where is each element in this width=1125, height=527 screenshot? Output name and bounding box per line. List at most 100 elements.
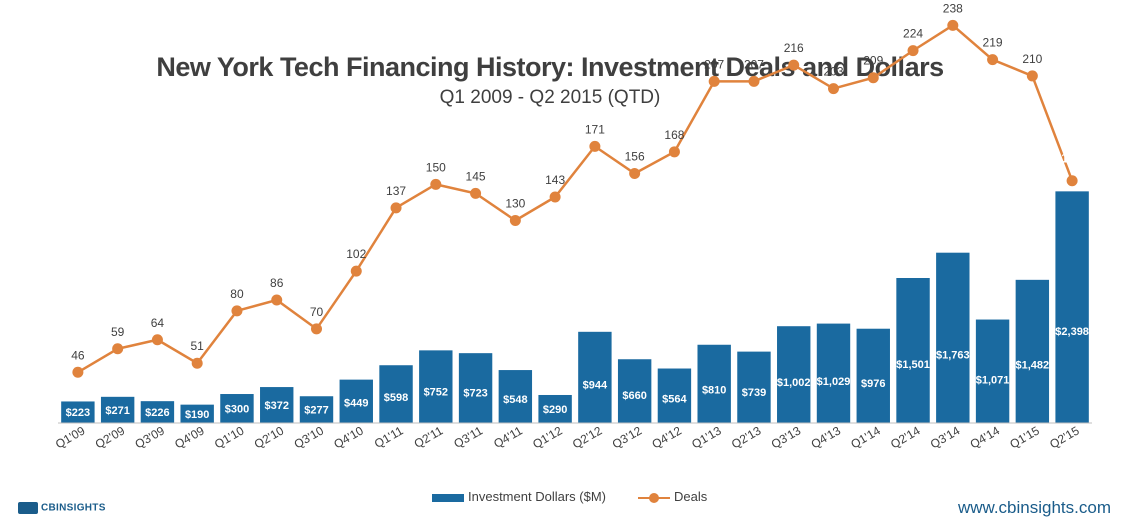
bar-value-label: $190 (185, 409, 209, 421)
investment-bar (936, 252, 970, 423)
footer-url[interactable]: www.cbinsights.com (957, 498, 1111, 517)
investment-bar (737, 351, 771, 423)
x-tick-label: Q1'13 (689, 423, 724, 451)
bar-value-label: $2,398 (1055, 326, 1089, 338)
bar-value-label: $810 (702, 384, 726, 396)
bar-value-label: $739 (742, 387, 766, 399)
x-tick-label: Q1'11 (372, 423, 406, 451)
investment-bar (538, 394, 572, 423)
deals-point (231, 305, 243, 317)
x-tick-label: Q1'12 (530, 423, 565, 451)
investment-bar (419, 350, 453, 423)
investment-bar (1055, 191, 1089, 423)
deals-point (668, 146, 680, 158)
bar-value-label: $1,071 (976, 375, 1010, 387)
x-tick-label: Q4'11 (491, 423, 525, 451)
investment-bar (299, 396, 334, 423)
deals-point (1066, 175, 1078, 187)
bar-value-label: $1,002 (777, 377, 811, 389)
logo-text: CBINSIGHTS (41, 502, 106, 514)
legend-swatch-line (638, 492, 670, 503)
x-tick-label: Q4'10 (331, 423, 366, 451)
bar-value-label: $548 (503, 394, 527, 406)
deals-value-label: 80 (230, 287, 244, 301)
deals-value-label: 156 (625, 150, 645, 164)
deals-value-label: 130 (505, 196, 525, 210)
deals-value-label: 224 (903, 27, 923, 41)
x-tick-label: Q3'14 (928, 423, 963, 451)
bar-value-label: $976 (861, 378, 885, 390)
bar-value-label: $723 (463, 387, 487, 399)
deals-point (1026, 70, 1038, 82)
x-tick-label: Q4'12 (650, 423, 685, 451)
deals-value-label: 59 (111, 325, 125, 339)
deals-point (151, 334, 163, 346)
deals-point (708, 75, 720, 87)
deals-value-label: 207 (704, 57, 724, 71)
bar-value-label: $1,501 (896, 359, 930, 371)
x-tick-label: Q2'09 (93, 423, 128, 451)
bar-value-label: $1,763 (936, 349, 970, 361)
deals-value-label: 64 (151, 316, 165, 330)
deals-point (271, 294, 283, 306)
investment-bar (578, 331, 612, 423)
deals-point (987, 54, 999, 66)
x-tick-label: Q3'12 (610, 423, 645, 451)
bar-value-label: $223 (66, 407, 90, 419)
bar-value-label: $1,029 (817, 376, 851, 388)
deals-point (72, 366, 84, 378)
legend-label-investment: Investment Dollars ($M) (468, 489, 606, 504)
investment-bar (260, 387, 294, 423)
deals-point (788, 59, 800, 71)
deals-value-label: 51 (191, 339, 205, 353)
investment-bar (379, 365, 413, 423)
investment-bar (777, 326, 811, 423)
x-tick-label: Q4'09 (172, 423, 207, 451)
investment-bar (180, 404, 214, 423)
x-tick-label: Q1'09 (53, 423, 88, 451)
deals-point (470, 187, 482, 199)
deals-value-label: 145 (466, 169, 486, 183)
x-tick-label: Q2'11 (412, 423, 446, 451)
bar-value-label: $271 (105, 405, 129, 417)
investment-bar (498, 370, 533, 423)
deals-value-label: 203 (823, 65, 843, 79)
deals-value-label: 209 (863, 54, 883, 68)
deals-point (191, 357, 203, 369)
bar-value-label: $598 (384, 392, 408, 404)
deals-value-label: 46 (71, 348, 85, 362)
bar-value-label: $1,482 (1016, 360, 1050, 372)
deals-point (311, 323, 322, 335)
investment-bar (1015, 279, 1050, 423)
deals-value-label: 168 (664, 128, 684, 142)
investment-bar (975, 319, 1010, 423)
deals-point (390, 202, 402, 214)
logo-mark-icon (18, 502, 38, 514)
x-tick-label: Q4'14 (968, 423, 1003, 451)
bar-value-label: $449 (344, 398, 368, 410)
investment-bar (896, 278, 930, 423)
deals-point (509, 214, 521, 226)
deals-value-label: 171 (585, 122, 605, 136)
x-tick-label: Q2'13 (729, 423, 764, 451)
x-tick-label: Q3'13 (769, 423, 804, 451)
bar-value-label: $752 (424, 386, 448, 398)
bar-value-label: $372 (264, 400, 288, 412)
investment-bar (617, 359, 652, 423)
deals-value-label: 143 (545, 173, 565, 187)
deals-point (828, 83, 839, 95)
x-tick-label: Q4'13 (809, 423, 844, 451)
investment-bar (657, 368, 692, 423)
deals-value-label: 238 (943, 1, 963, 15)
investment-bar (220, 394, 254, 423)
x-tick-label: Q1'14 (848, 423, 883, 451)
bar-value-label: $290 (543, 404, 567, 416)
legend-swatch-bar (432, 493, 464, 502)
x-tick-label: Q2'12 (570, 423, 605, 451)
bar-value-label: $944 (583, 379, 608, 391)
deals-point (589, 140, 601, 152)
deals-value-label: 210 (1022, 52, 1042, 66)
legend-item-deals: Deals (638, 489, 707, 504)
cbinsights-logo: CBINSIGHTS (18, 502, 106, 514)
